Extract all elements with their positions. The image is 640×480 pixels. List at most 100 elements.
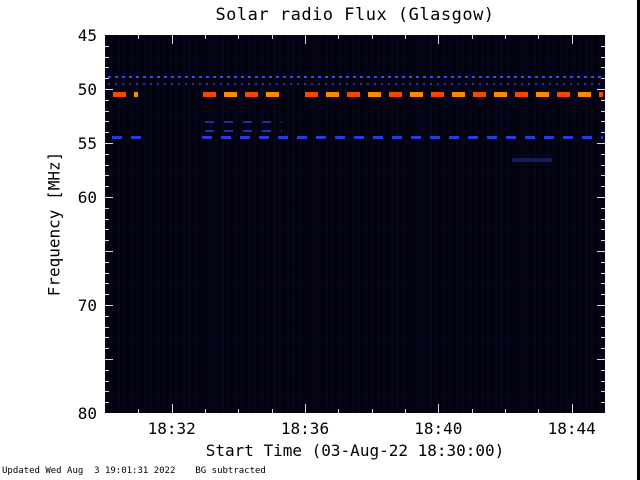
axis-tick — [105, 197, 113, 198]
axis-tick — [205, 35, 206, 39]
axis-tick — [105, 391, 109, 393]
axis-tick — [601, 207, 605, 209]
faint-band-56-6mhz — [511, 158, 562, 163]
axis-tick — [601, 99, 605, 101]
axis-tick — [371, 409, 373, 413]
axis-tick — [597, 143, 605, 144]
axis-tick — [105, 229, 109, 231]
axis-tick — [338, 409, 340, 413]
axis-tick — [171, 35, 173, 44]
emission-line-53-9mhz-dashed — [205, 130, 282, 133]
axis-tick — [105, 305, 113, 306]
axis-tick — [601, 67, 605, 69]
x-tick-label: 18:44 — [547, 419, 596, 438]
y-axis-label: Frequency [MHz] — [44, 151, 64, 297]
y-tick-label: 50 — [77, 80, 97, 99]
axis-tick — [271, 35, 273, 39]
axis-tick — [438, 404, 440, 413]
axis-tick — [601, 391, 605, 393]
axis-tick — [105, 143, 113, 144]
axis-tick — [105, 218, 109, 220]
emission-line-48-9mhz-dotted — [108, 76, 604, 79]
axis-tick — [105, 99, 109, 101]
emission-line-50-5mhz-orange — [113, 91, 139, 97]
axis-tick — [601, 380, 605, 382]
axis-tick — [105, 315, 109, 317]
emission-line-50-5mhz-orange — [203, 91, 282, 97]
axis-tick — [601, 402, 605, 404]
axis-tick — [601, 272, 605, 274]
axis-tick — [597, 359, 605, 360]
axis-tick — [105, 402, 109, 404]
axis-tick — [597, 305, 605, 306]
axis-tick — [205, 409, 206, 413]
chart-title: Solar radio Flux (Glasgow) — [215, 5, 495, 25]
x-tick-label: 18:40 — [414, 419, 463, 438]
footer: Updated Wed Aug 3 19:01:31 2022 BG subtra… — [2, 466, 266, 476]
axis-tick — [505, 35, 506, 39]
axis-tick — [105, 380, 109, 382]
axis-tick — [338, 35, 340, 39]
axis-tick — [238, 409, 240, 413]
x-tick-label: 18:32 — [147, 419, 196, 438]
axis-tick — [471, 409, 473, 413]
axis-tick — [601, 294, 605, 296]
axis-tick — [105, 207, 109, 209]
axis-tick — [505, 409, 506, 413]
axis-tick — [105, 348, 109, 350]
axis-tick — [105, 359, 113, 360]
axis-tick — [597, 89, 605, 90]
axis-tick — [601, 326, 605, 328]
axis-tick — [105, 164, 109, 166]
x-axis-label: Start Time (03-Aug-22 18:30:00) — [205, 441, 505, 460]
axis-tick — [601, 78, 605, 80]
axis-tick — [538, 35, 540, 39]
axis-tick — [105, 132, 109, 134]
axis-tick — [105, 175, 109, 177]
y-tick-label: 45 — [77, 26, 97, 45]
axis-tick — [601, 229, 605, 231]
axis-tick — [105, 121, 109, 123]
axis-tick — [601, 132, 605, 134]
axis-tick — [601, 348, 605, 350]
axis-tick — [601, 337, 605, 339]
axis-tick — [601, 110, 605, 112]
axis-tick — [105, 251, 113, 252]
axis-tick — [601, 56, 605, 58]
axis-tick — [105, 45, 109, 47]
axis-tick — [238, 35, 240, 39]
axis-tick — [105, 153, 109, 155]
axis-tick — [105, 240, 109, 242]
axis-tick — [538, 409, 540, 413]
axis-tick — [601, 164, 605, 166]
axis-tick — [305, 404, 306, 413]
emission-line-54-5mhz-dashed — [111, 136, 142, 140]
axis-tick — [138, 409, 140, 413]
axis-tick — [371, 35, 373, 39]
axis-tick — [105, 78, 109, 80]
axis-tick — [405, 35, 406, 39]
axis-tick — [601, 218, 605, 220]
y-tick-label: 55 — [77, 134, 97, 153]
axis-tick — [471, 35, 473, 39]
x-tick-label: 18:36 — [280, 419, 330, 438]
y-tick-label: 70 — [77, 296, 97, 315]
axis-tick — [601, 121, 605, 123]
axis-tick — [105, 369, 109, 371]
axis-tick — [601, 315, 605, 317]
axis-tick — [597, 197, 605, 198]
axis-tick — [601, 175, 605, 177]
axis-tick — [571, 404, 573, 413]
axis-tick — [601, 186, 605, 188]
axis-tick — [405, 409, 406, 413]
emission-line-54-5mhz-dashed — [201, 136, 604, 140]
axis-tick — [105, 294, 109, 296]
axis-tick — [171, 404, 173, 413]
axis-tick — [438, 35, 440, 44]
y-tick-label: 60 — [77, 188, 97, 207]
axis-tick — [601, 369, 605, 371]
axis-tick — [571, 35, 573, 44]
y-tick-label: 80 — [77, 404, 97, 423]
update-timestamp: Updated Wed Aug 3 19:01:31 2022 — [2, 466, 176, 476]
